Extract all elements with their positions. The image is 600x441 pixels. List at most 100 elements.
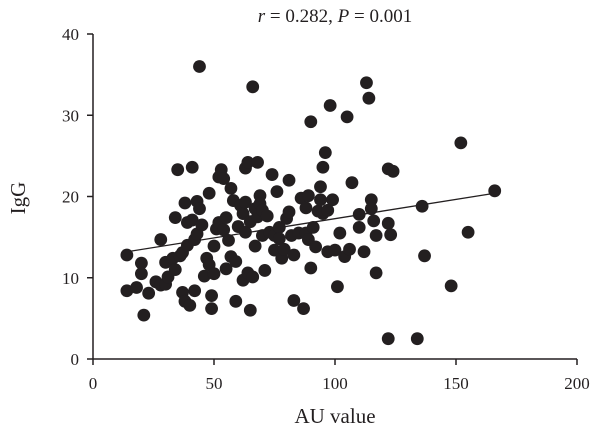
data-point	[239, 195, 252, 209]
data-point	[461, 225, 475, 239]
data-point	[299, 201, 313, 215]
data-point	[352, 207, 366, 221]
data-point	[309, 240, 323, 254]
data-point	[120, 248, 134, 262]
data-point	[229, 294, 243, 308]
data-point	[270, 185, 284, 199]
data-point	[314, 180, 327, 194]
data-point	[260, 209, 274, 223]
data-point	[243, 303, 257, 317]
data-point	[381, 216, 395, 230]
data-point	[193, 202, 206, 216]
data-point	[343, 242, 356, 256]
data-point	[323, 99, 337, 112]
data-point	[488, 184, 502, 198]
data-point	[168, 211, 182, 225]
data-point	[287, 294, 301, 307]
x-tick-label: 200	[564, 374, 590, 393]
y-tick-label: 20	[62, 188, 79, 207]
data-point	[205, 302, 218, 316]
title-p-text: = 0.001	[349, 6, 412, 27]
data-point	[282, 205, 296, 219]
data-point	[241, 155, 255, 169]
data-point	[316, 160, 330, 174]
data-point	[246, 80, 260, 94]
title-r-text: = 0.282,	[265, 6, 337, 27]
data-point	[222, 233, 235, 247]
data-point	[360, 76, 373, 90]
data-points	[120, 60, 502, 346]
data-point	[258, 264, 272, 277]
data-point	[381, 332, 395, 346]
y-tick-label: 30	[62, 106, 79, 125]
data-point	[328, 243, 342, 257]
y-tick-label: 0	[71, 350, 80, 369]
data-point	[246, 270, 260, 284]
data-point	[386, 164, 400, 178]
data-point	[224, 181, 238, 195]
data-point	[410, 332, 424, 346]
data-point	[301, 189, 315, 203]
data-point	[219, 211, 233, 225]
data-point	[168, 263, 182, 277]
data-point	[154, 233, 168, 246]
data-point	[272, 220, 286, 234]
title-p-symbol: P	[337, 6, 350, 27]
data-point	[287, 248, 301, 262]
data-point	[239, 225, 252, 239]
data-point	[205, 289, 218, 303]
data-point	[364, 193, 378, 207]
data-point	[130, 281, 143, 294]
data-point	[367, 214, 381, 228]
data-point	[219, 262, 233, 276]
data-point	[178, 196, 192, 210]
data-point	[304, 115, 318, 129]
data-point	[364, 202, 378, 216]
data-point	[120, 284, 134, 298]
y-tick-label: 10	[62, 269, 79, 288]
data-point	[362, 91, 376, 105]
data-point	[454, 136, 468, 150]
data-point	[248, 239, 262, 253]
data-point	[272, 232, 286, 246]
data-point	[444, 279, 458, 293]
data-point	[297, 302, 310, 316]
data-point	[229, 255, 243, 268]
data-point	[384, 228, 398, 242]
data-point	[193, 60, 206, 73]
data-point	[369, 266, 383, 280]
x-tick-label: 100	[322, 374, 348, 393]
y-axis-label: IgG	[6, 182, 30, 215]
x-tick-label: 0	[89, 374, 98, 393]
data-point	[415, 199, 429, 213]
data-point	[331, 280, 344, 294]
data-point	[142, 286, 156, 300]
data-point	[202, 186, 216, 200]
data-point	[418, 249, 431, 263]
data-point	[369, 229, 383, 242]
data-point	[251, 155, 264, 169]
x-tick-label: 50	[206, 374, 223, 393]
data-point	[333, 226, 347, 240]
tick-labels: 0 50 100 150 200 0 10 20 30 40	[62, 25, 590, 393]
x-axis-label: AU value	[294, 404, 375, 428]
title-r-symbol: r	[258, 6, 266, 27]
data-point	[195, 218, 209, 232]
data-point	[282, 173, 296, 187]
data-point	[137, 308, 151, 322]
data-point	[345, 176, 359, 190]
y-tick-label: 40	[62, 25, 79, 44]
data-point	[352, 220, 366, 234]
data-point	[217, 223, 231, 237]
data-point	[306, 220, 320, 234]
data-point	[207, 267, 221, 281]
axes	[87, 33, 578, 365]
data-point	[171, 163, 185, 177]
data-point	[183, 298, 197, 312]
data-point	[197, 269, 211, 283]
data-point	[207, 239, 221, 253]
data-point	[135, 267, 148, 281]
data-point	[304, 261, 318, 275]
data-point	[185, 160, 199, 174]
